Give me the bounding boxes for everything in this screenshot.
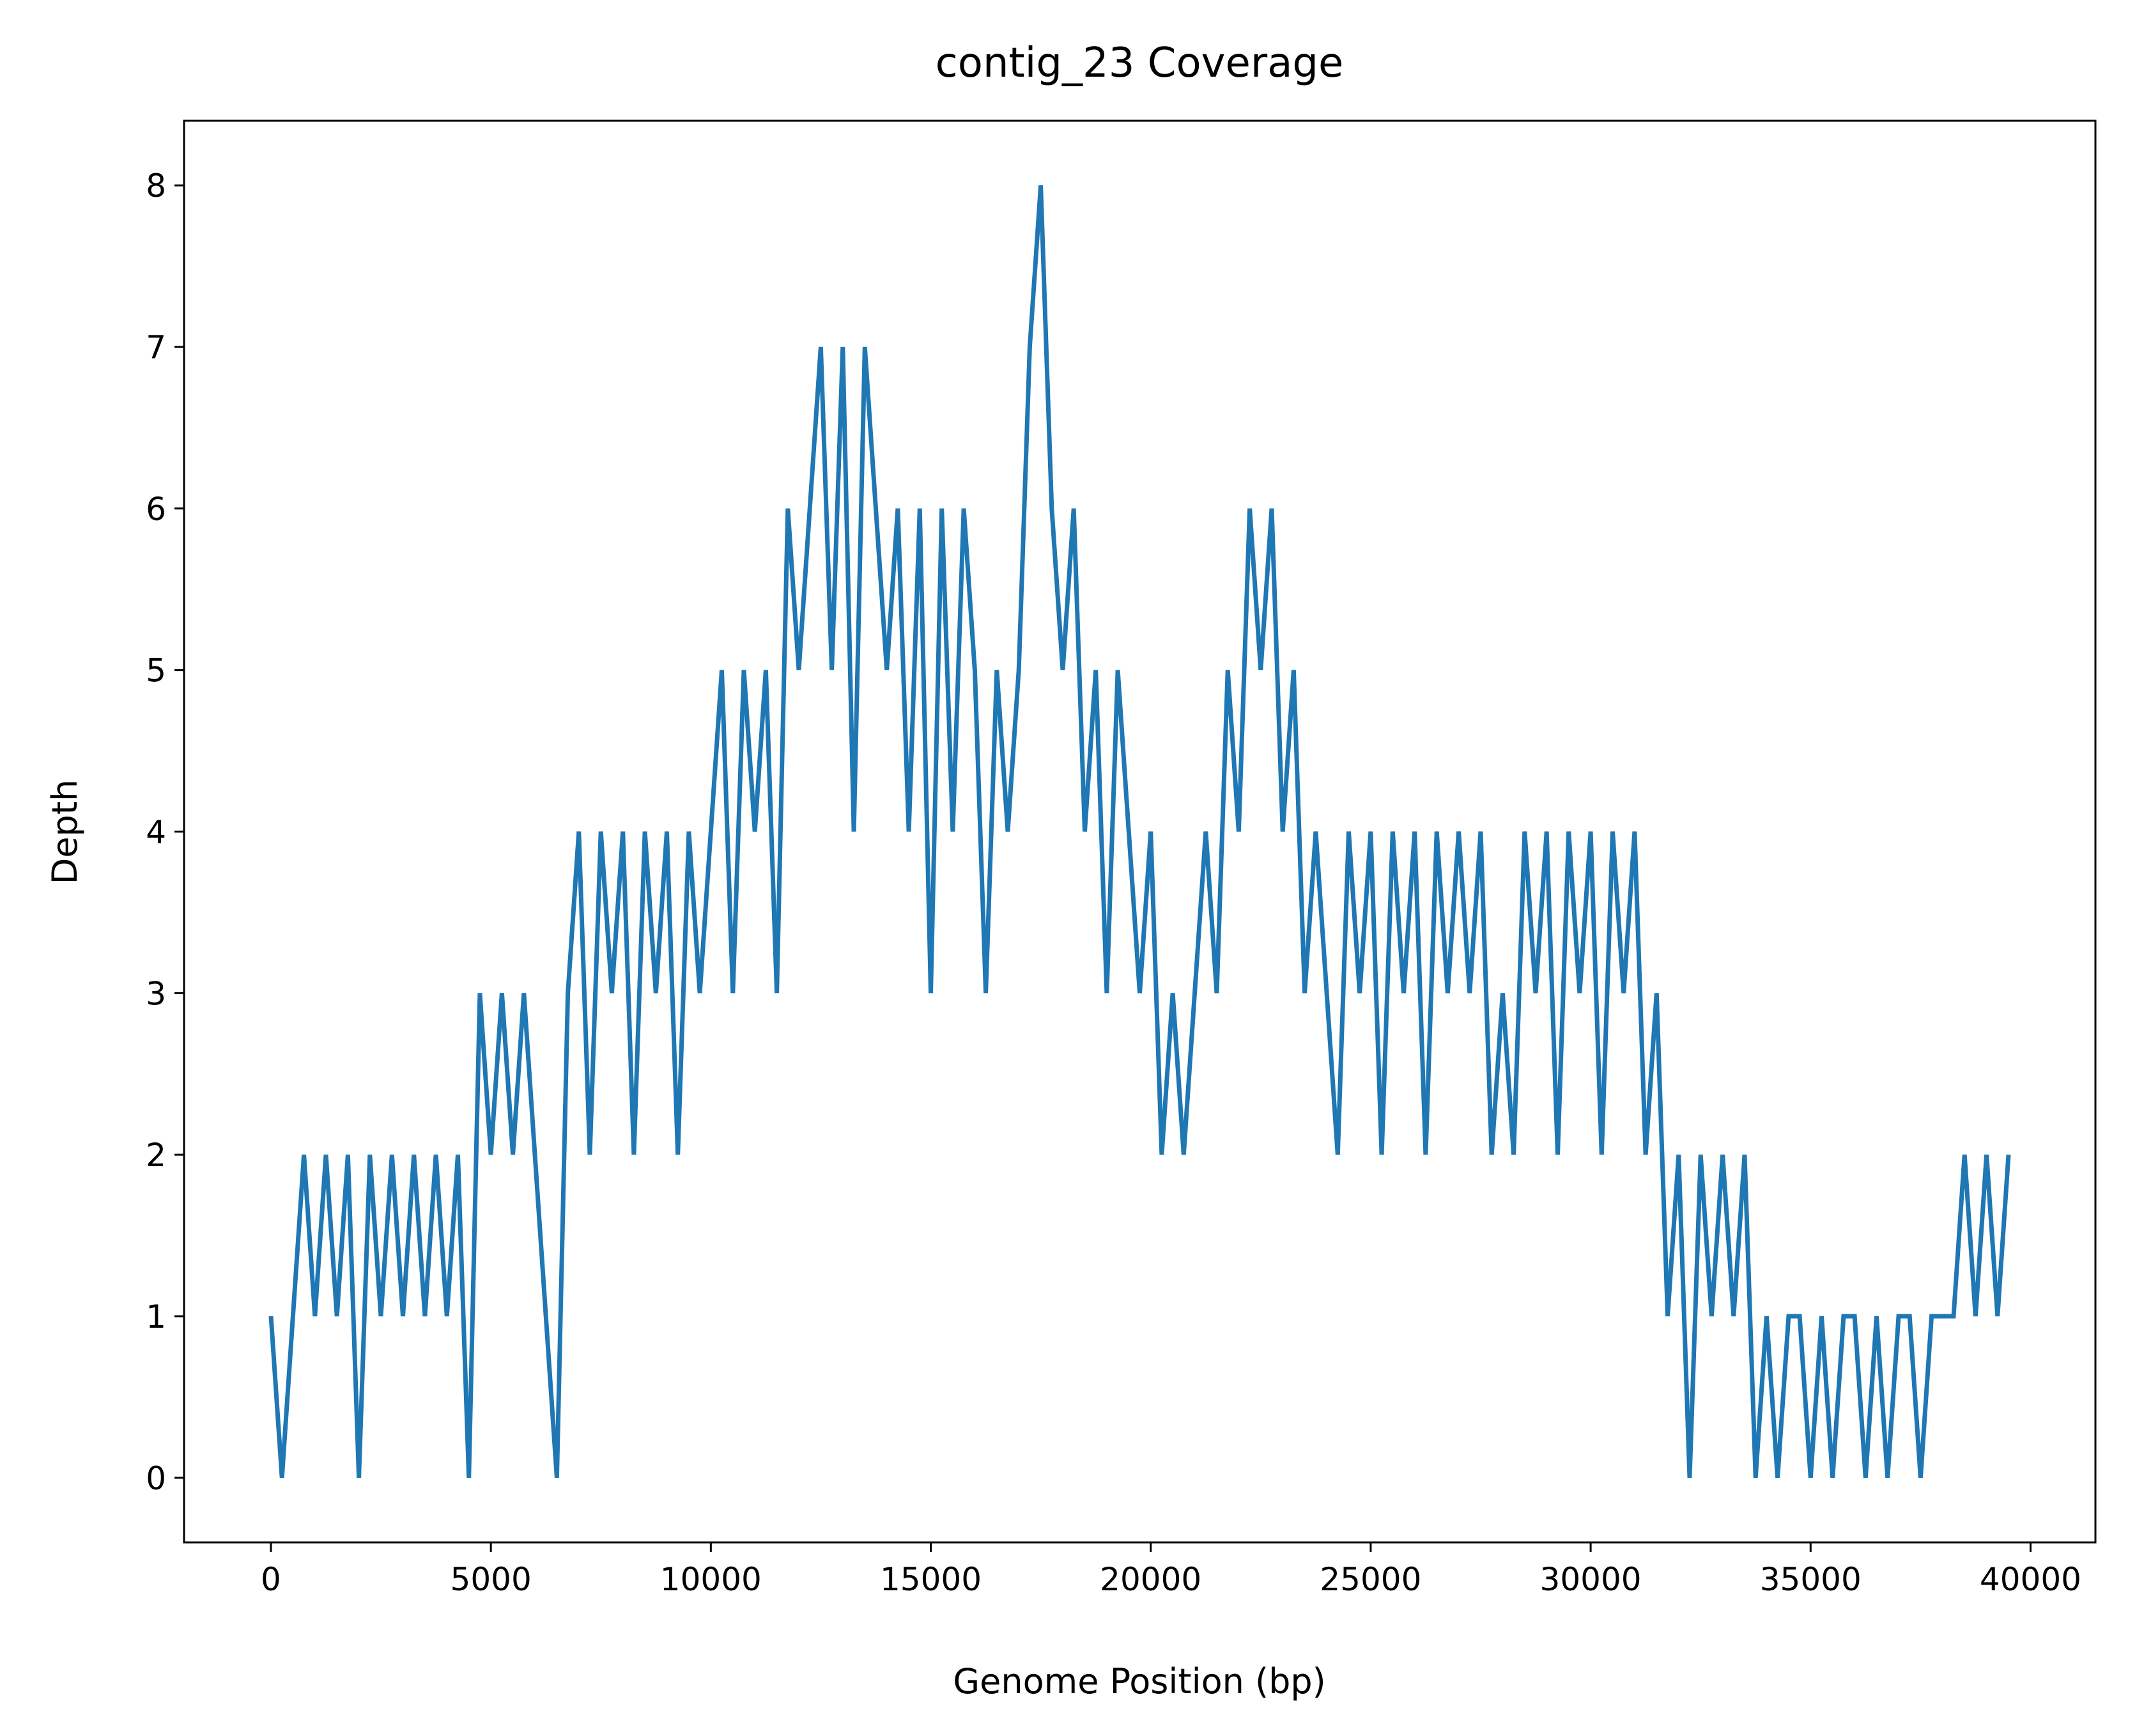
y-tick-label: 2 bbox=[146, 1137, 166, 1174]
x-axis-label: Genome Position (bp) bbox=[953, 1661, 1325, 1701]
coverage-line bbox=[268, 185, 2011, 1479]
y-tick-label: 0 bbox=[146, 1460, 166, 1497]
y-tick-label: 8 bbox=[146, 167, 166, 204]
x-tick-label: 5000 bbox=[451, 1561, 532, 1598]
y-axis-label: Depth bbox=[45, 780, 85, 884]
x-tick-label: 10000 bbox=[660, 1561, 762, 1598]
y-tick-label: 5 bbox=[146, 652, 166, 689]
y-tick-label: 3 bbox=[146, 975, 166, 1012]
y-tick-label: 1 bbox=[146, 1298, 166, 1335]
x-tick-label: 40000 bbox=[1980, 1561, 2081, 1598]
y-tick-label: 7 bbox=[146, 329, 166, 366]
chart-title: contig_23 Coverage bbox=[936, 40, 1344, 87]
plot-frame bbox=[183, 119, 2097, 1544]
x-tick-label: 25000 bbox=[1320, 1561, 1421, 1598]
y-tick-label: 6 bbox=[146, 491, 166, 528]
y-tick-label: 4 bbox=[146, 814, 166, 851]
x-tick-label: 35000 bbox=[1760, 1561, 1862, 1598]
x-tick-label: 30000 bbox=[1540, 1561, 1642, 1598]
x-tick-label: 15000 bbox=[880, 1561, 982, 1598]
x-tick-label: 20000 bbox=[1100, 1561, 1201, 1598]
x-tick-label: 0 bbox=[261, 1561, 281, 1598]
